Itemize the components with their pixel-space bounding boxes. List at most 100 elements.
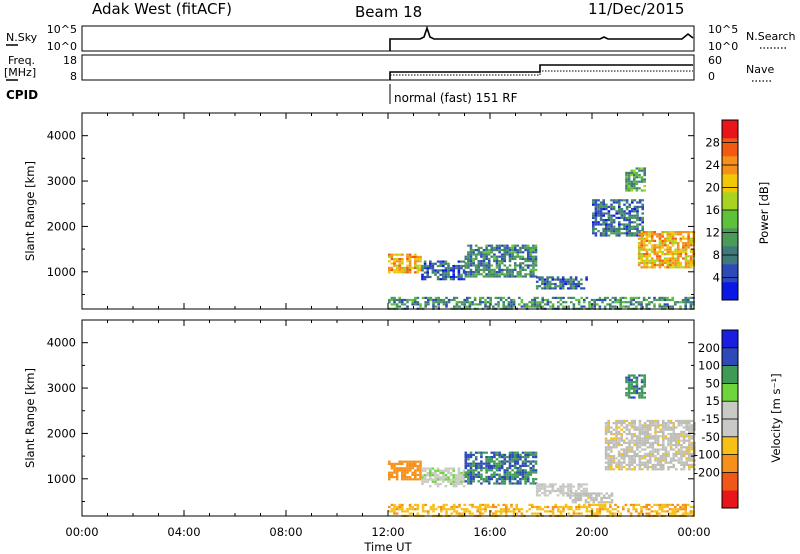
echo-cell	[689, 261, 693, 264]
echo-cell	[690, 430, 694, 433]
echo-cell	[524, 462, 527, 465]
echo-cell	[462, 260, 466, 263]
echo-cell	[447, 273, 450, 276]
echo-cell	[416, 301, 420, 304]
echo-cell	[508, 275, 512, 278]
echo-cell	[408, 503, 412, 506]
echo-cell	[645, 253, 649, 256]
echo-cell	[561, 492, 565, 495]
echo-cell	[398, 271, 401, 274]
echo-cell	[648, 242, 651, 245]
echo-cell	[533, 303, 537, 306]
echo-cell	[663, 259, 667, 262]
echo-cell	[617, 419, 621, 422]
echo-cell	[455, 474, 458, 477]
echo-cell	[608, 496, 611, 499]
freq-tick-top: 18	[63, 54, 77, 67]
echo-cell	[390, 510, 394, 513]
echo-cell	[667, 439, 670, 442]
echo-cell	[523, 305, 526, 308]
echo-cell	[649, 433, 652, 436]
echo-cell	[474, 273, 478, 276]
echo-cell	[477, 260, 481, 263]
echo-cell	[457, 467, 461, 470]
echo-cell	[649, 441, 652, 444]
echo-cell	[472, 264, 475, 267]
echo-cell	[434, 271, 437, 274]
echo-cell	[411, 508, 414, 511]
echo-cell	[625, 424, 629, 427]
echo-cell	[495, 244, 499, 247]
echo-cell	[556, 487, 560, 490]
echo-cell	[649, 466, 652, 469]
echo-cell	[424, 296, 427, 299]
echo-cell	[607, 419, 610, 422]
echo-cell	[447, 298, 451, 302]
echo-cell	[656, 255, 659, 258]
echo-cell	[503, 478, 507, 481]
echo-cell	[437, 298, 440, 302]
echo-cell	[426, 275, 429, 279]
echo-cell	[477, 273, 481, 276]
echo-cell	[658, 266, 662, 269]
echo-cell	[627, 392, 631, 395]
echo-cell	[406, 269, 409, 272]
echo-cell	[620, 216, 624, 219]
echo-cell	[518, 510, 521, 513]
echo-cell	[668, 512, 672, 515]
velocity-colorbar-segment	[722, 472, 738, 491]
echo-cell	[419, 467, 422, 470]
echo-cell	[506, 460, 509, 463]
echo-cell	[467, 482, 470, 485]
echo-cell	[672, 459, 675, 462]
echo-cell	[671, 233, 675, 236]
echo-cell	[484, 508, 487, 511]
echo-cell	[434, 482, 437, 486]
echo-cell	[640, 244, 644, 247]
echo-cell	[482, 260, 486, 263]
echo-cell	[689, 505, 693, 509]
echo-cell	[519, 257, 522, 260]
echo-cell	[473, 298, 477, 302]
echo-cell	[466, 305, 469, 308]
echo-cell	[625, 227, 629, 230]
echo-cell	[664, 452, 668, 455]
echo-cell	[685, 452, 688, 455]
echo-cell	[439, 264, 442, 268]
echo-cell	[680, 439, 683, 442]
echo-cell	[452, 275, 455, 279]
echo-cell	[423, 469, 427, 472]
echo-cell	[641, 199, 644, 202]
echo-cell	[682, 452, 686, 455]
echo-cell	[526, 464, 530, 467]
echo-cell	[676, 266, 680, 269]
echo-cell	[658, 296, 661, 299]
echo-cell	[669, 419, 673, 422]
echo-cell	[513, 262, 517, 265]
echo-cell	[480, 255, 483, 258]
echo-cell	[658, 305, 661, 308]
echo-cell	[512, 303, 516, 306]
echo-cell	[622, 296, 625, 299]
echo-cell	[453, 505, 456, 509]
echo-cell	[519, 268, 522, 271]
echo-cell	[401, 298, 404, 302]
echo-cell	[421, 467, 424, 470]
echo-cell	[480, 469, 483, 472]
echo-cell	[635, 510, 638, 513]
echo-cell	[582, 483, 586, 486]
echo-cell	[536, 303, 539, 306]
echo-cell	[650, 259, 654, 262]
echo-cell	[633, 444, 636, 447]
echo-cell	[487, 266, 491, 269]
echo-cell	[650, 244, 654, 247]
echo-cell	[653, 231, 657, 234]
echo-cell	[471, 301, 474, 304]
echo-cell	[534, 451, 538, 454]
echo-cell	[645, 233, 649, 236]
echo-cell	[658, 257, 662, 260]
echo-cell	[594, 221, 598, 224]
echo-cell	[538, 278, 542, 281]
echo-cell	[680, 444, 683, 447]
